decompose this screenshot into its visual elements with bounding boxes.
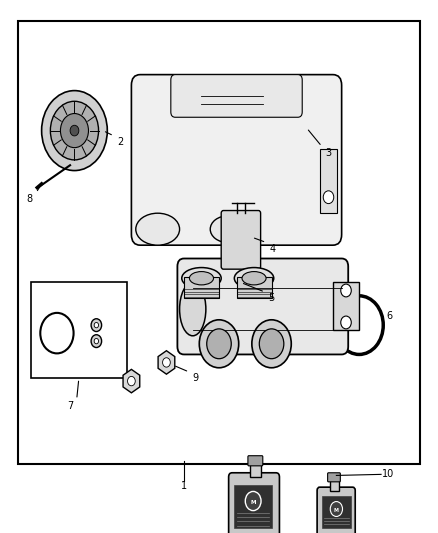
Circle shape (207, 329, 231, 359)
Circle shape (330, 502, 343, 516)
FancyBboxPatch shape (177, 259, 348, 354)
Circle shape (42, 91, 107, 171)
Polygon shape (123, 369, 140, 393)
Bar (250, 464, 261, 477)
Bar (333, 282, 359, 330)
Circle shape (199, 320, 239, 368)
FancyBboxPatch shape (248, 456, 263, 466)
Circle shape (162, 358, 170, 367)
Circle shape (245, 491, 261, 511)
Bar (330, 480, 339, 491)
Circle shape (341, 316, 351, 329)
Bar (320, 149, 337, 213)
Bar (31, 282, 127, 378)
Text: 7: 7 (67, 401, 73, 411)
Circle shape (70, 125, 79, 136)
Ellipse shape (190, 271, 214, 285)
Text: 5: 5 (268, 294, 275, 303)
Text: 10: 10 (381, 470, 394, 479)
Circle shape (50, 101, 99, 160)
Text: 6: 6 (387, 311, 393, 321)
Ellipse shape (210, 216, 245, 243)
FancyBboxPatch shape (131, 75, 342, 245)
FancyBboxPatch shape (221, 211, 261, 269)
Circle shape (40, 313, 74, 353)
Ellipse shape (180, 282, 206, 336)
Ellipse shape (234, 268, 274, 289)
Text: 2: 2 (117, 138, 124, 147)
Bar (18, 21, 420, 464)
Bar (184, 277, 219, 298)
Text: M: M (334, 507, 339, 513)
Ellipse shape (136, 213, 180, 245)
Circle shape (323, 191, 334, 204)
Circle shape (335, 296, 383, 354)
Bar (237, 277, 272, 298)
Text: M: M (251, 499, 256, 505)
Circle shape (127, 376, 135, 386)
Text: 3: 3 (325, 148, 332, 158)
Circle shape (91, 335, 102, 348)
FancyBboxPatch shape (328, 473, 340, 482)
Ellipse shape (182, 268, 221, 289)
Text: 8: 8 (26, 195, 32, 204)
Polygon shape (158, 351, 175, 374)
Circle shape (91, 319, 102, 332)
Circle shape (252, 320, 291, 368)
FancyBboxPatch shape (317, 487, 355, 533)
Bar (322, 496, 351, 528)
Circle shape (94, 338, 99, 344)
Ellipse shape (242, 271, 266, 285)
FancyBboxPatch shape (171, 75, 302, 117)
Text: 4: 4 (270, 244, 276, 254)
Circle shape (341, 284, 351, 297)
Text: 9: 9 (193, 374, 199, 383)
FancyBboxPatch shape (229, 473, 279, 533)
Bar (234, 485, 272, 528)
Text: 1: 1 (181, 481, 187, 491)
Circle shape (259, 329, 284, 359)
Circle shape (94, 322, 99, 328)
Circle shape (60, 114, 88, 148)
